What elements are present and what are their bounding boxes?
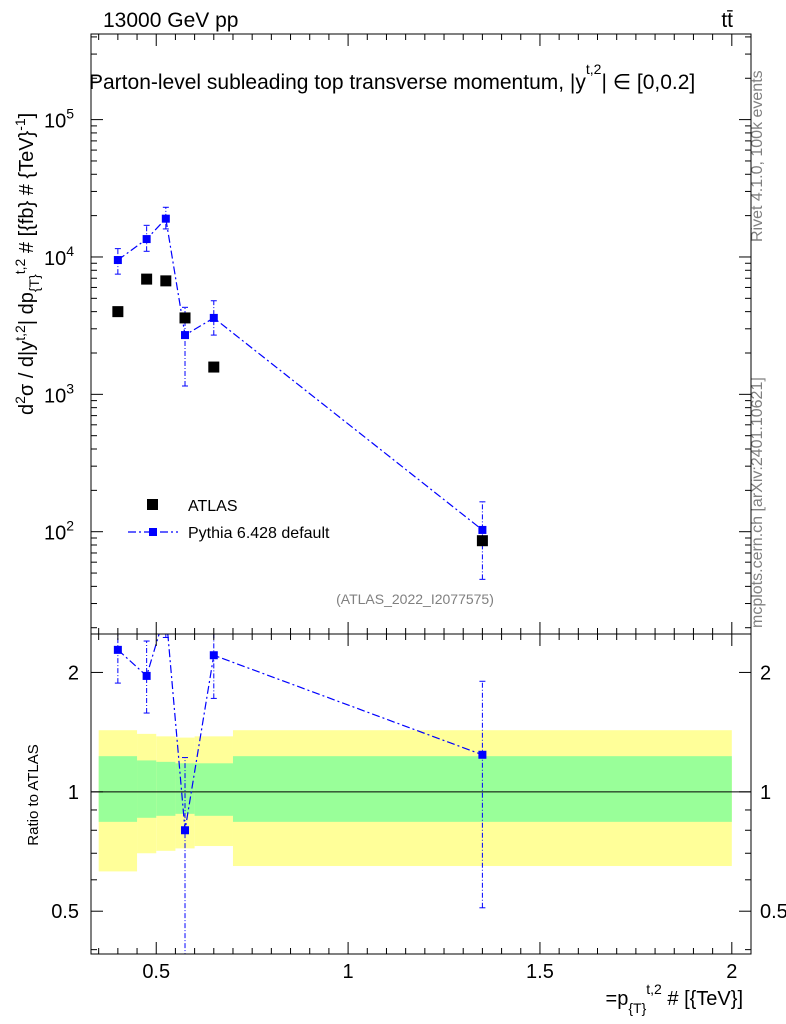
ratio-band-inner bbox=[98, 756, 138, 822]
ratio-band-inner bbox=[194, 763, 233, 816]
pythia-data-point bbox=[142, 235, 151, 244]
legend-pythia-label: Pythia 6.428 default bbox=[188, 525, 330, 542]
ratio-data-point bbox=[142, 671, 151, 680]
main-ytick-label: 102 bbox=[44, 518, 74, 545]
pythia-data-point bbox=[181, 331, 190, 340]
pythia-data-point bbox=[161, 214, 170, 223]
legend-pythia-marker bbox=[149, 528, 157, 536]
pythia-data-point bbox=[209, 313, 218, 322]
ratio-xlabel: =p{T}t,2 # [{TeV}] bbox=[606, 981, 743, 1016]
atlas-data-point bbox=[141, 273, 153, 285]
ratio-data-point bbox=[113, 645, 122, 654]
legend-atlas-marker bbox=[147, 499, 158, 510]
energy-label: 13000 GeV pp bbox=[103, 9, 238, 32]
ratio-xtick-label: 1 bbox=[343, 961, 354, 983]
atlas-data-point bbox=[160, 275, 172, 287]
atlas-data-point bbox=[179, 312, 191, 324]
rivet-version-label: Rivet 4.1.0, 100k events bbox=[749, 70, 766, 242]
ratio-ytick-label-right: 1 bbox=[760, 782, 771, 804]
atlas-data-point bbox=[112, 306, 124, 318]
ratio-series-line bbox=[117, 634, 483, 831]
ratio-data-point bbox=[162, 607, 170, 615]
atlas-data-point bbox=[208, 361, 220, 373]
pythia-data-point bbox=[113, 256, 122, 265]
ratio-panel: 0.5 0.5 1 1 2 2 0.5 1 1.5 2 Ratio to ATLAS =p{T}t… bbox=[25, 607, 786, 1016]
ratio-data-point bbox=[181, 826, 190, 835]
ratio-frame bbox=[90, 633, 752, 955]
main-title: Parton-level subleading top transverse m… bbox=[89, 61, 695, 94]
ratio-xtick-label: 0.5 bbox=[142, 961, 170, 983]
main-frame bbox=[90, 33, 752, 635]
main-ylabel: d2σ / d|yt,2| dp{T}t,2 # [{fb} # {TeV}-1… bbox=[12, 113, 42, 415]
ratio-ylabel: Ratio to ATLAS bbox=[25, 744, 42, 845]
pythia-series-line bbox=[117, 217, 483, 531]
main-ytick-label: 103 bbox=[44, 380, 74, 407]
ratio-data-point bbox=[478, 750, 487, 759]
ratio-band-inner bbox=[137, 760, 157, 818]
ratio-ytick-label-left: 2 bbox=[68, 662, 79, 684]
ratio-ytick-label-right: 0.5 bbox=[760, 901, 786, 923]
mcplots-label: mcplots.cern.ch [arXiv:2401.10621] bbox=[749, 377, 766, 628]
pythia-data-point bbox=[478, 525, 487, 534]
legend-atlas-label: ATLAS bbox=[188, 498, 238, 515]
ratio-band-inner bbox=[156, 761, 176, 816]
ratio-ytick-label-left: 1 bbox=[68, 782, 79, 804]
ratio-data-point bbox=[209, 651, 218, 660]
legend: ATLAS Pythia 6.428 default bbox=[128, 498, 330, 542]
atlas-data-point bbox=[476, 535, 488, 547]
ratio-xtick-label: 1.5 bbox=[526, 961, 554, 983]
ratio-ytick-label-left: 0.5 bbox=[51, 901, 79, 923]
process-label: tt̄ bbox=[721, 9, 733, 32]
main-panel: 102 103 104 105 Parton-level subleading top… bbox=[12, 33, 752, 635]
main-ytick-label: 104 bbox=[44, 243, 74, 270]
ratio-ytick-label-right: 2 bbox=[760, 662, 771, 684]
analysis-watermark: (ATLAS_2022_I2077575) bbox=[336, 591, 494, 607]
ratio-xtick-label: 2 bbox=[726, 961, 737, 983]
main-ytick-label: 105 bbox=[44, 106, 74, 133]
